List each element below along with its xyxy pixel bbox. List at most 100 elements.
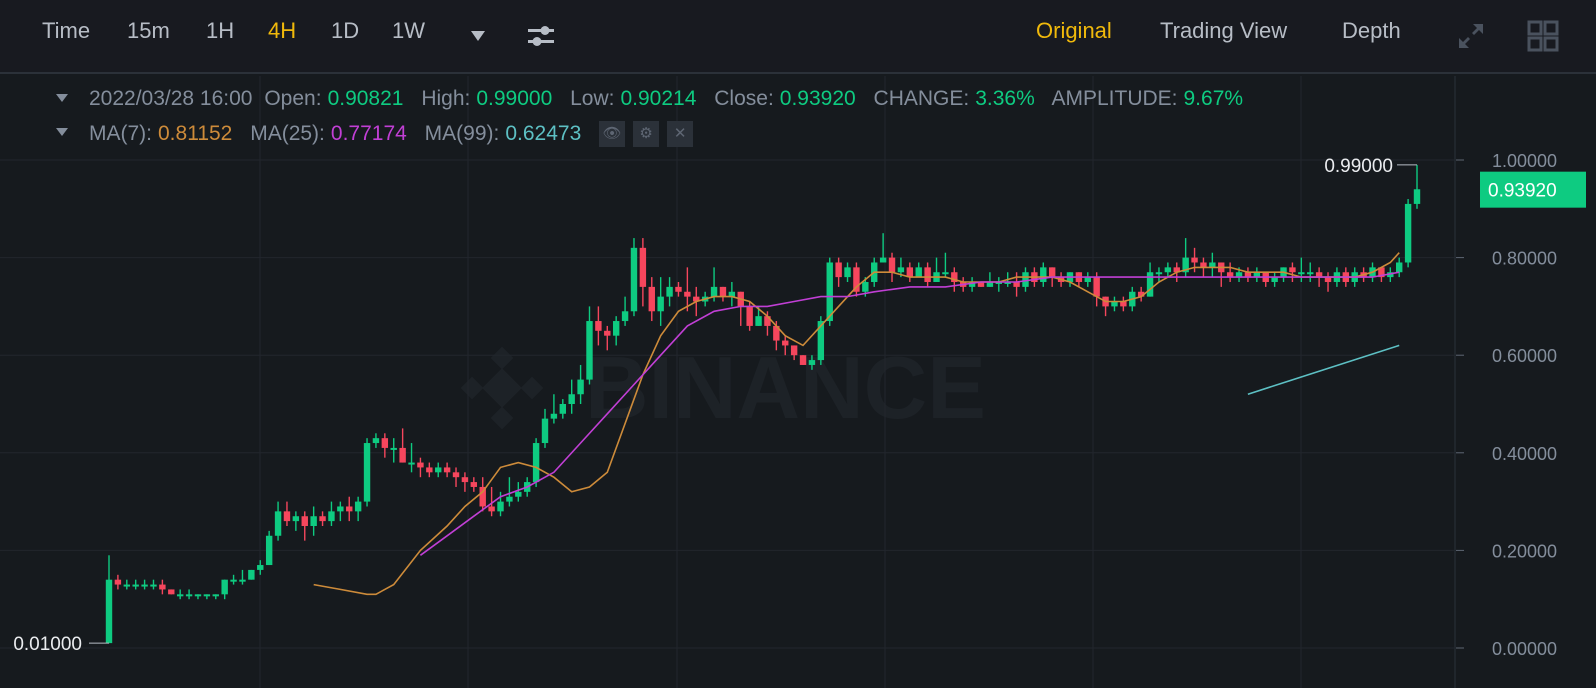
candle-body <box>924 267 931 282</box>
candle-body <box>879 257 887 263</box>
candle-body <box>1093 277 1100 297</box>
candle-body <box>995 282 1002 284</box>
candle-body <box>1048 267 1056 278</box>
grid <box>0 76 1456 688</box>
y-tick-label: 0.60000 <box>1492 346 1557 366</box>
candle-body <box>354 501 362 512</box>
candle-body <box>621 311 629 322</box>
candle-body <box>1173 267 1180 273</box>
candle-body <box>123 584 130 587</box>
candle-body <box>1164 267 1172 273</box>
candle-body <box>595 321 602 331</box>
candle-body <box>301 516 308 526</box>
candle-body <box>337 506 344 512</box>
candle-body <box>710 286 718 297</box>
change-value: 3.36% <box>975 87 1035 110</box>
candle-body <box>541 418 549 444</box>
candle-body <box>1387 272 1394 278</box>
view-trading-view[interactable]: Trading View <box>1160 18 1288 43</box>
candle-body <box>1111 301 1118 307</box>
candle-body <box>1404 203 1412 263</box>
timeframe-time[interactable]: Time <box>42 18 91 43</box>
candle-body <box>826 262 833 322</box>
candle-body <box>1084 277 1091 282</box>
candle-body <box>1378 267 1385 278</box>
low-value: 0.90214 <box>620 87 697 110</box>
view-depth[interactable]: Depth <box>1342 18 1401 43</box>
candle-body <box>1324 277 1332 282</box>
candle-body <box>515 491 522 497</box>
timeframe-4h[interactable]: 4H <box>268 18 297 43</box>
candle-body <box>221 579 228 595</box>
candle-body <box>746 306 753 326</box>
view-original[interactable]: Original <box>1036 18 1112 43</box>
candle-body <box>319 516 326 522</box>
indicator-settings-icon[interactable] <box>526 21 556 51</box>
ma99-value: 0.62473 <box>505 121 582 145</box>
candle-body <box>390 447 397 450</box>
candle-body <box>1137 291 1145 297</box>
low-label: Low: <box>570 87 615 110</box>
candle-body <box>203 594 211 597</box>
more-timeframes-icon[interactable] <box>470 30 486 42</box>
y-tick-label: 0.40000 <box>1492 444 1557 464</box>
candle-body <box>799 355 807 365</box>
candle-body <box>194 594 202 597</box>
candle-body <box>346 506 353 512</box>
close-value: 0.93920 <box>779 87 856 110</box>
candle-body <box>435 467 442 473</box>
candle-body <box>185 594 193 597</box>
candle-body <box>968 282 976 287</box>
candle-body <box>310 516 317 526</box>
candle-body <box>586 321 593 380</box>
ma7-label: MA(7): <box>89 121 152 145</box>
candle-body <box>114 579 122 585</box>
high-label: High: <box>421 87 471 110</box>
collapse-caret-icon[interactable] <box>56 128 68 136</box>
candle-datetime: 2022/03/28 16:00 <box>89 87 253 110</box>
candle-body <box>568 394 575 404</box>
timeframe-1d[interactable]: 1D <box>331 18 360 43</box>
ma25-value: 0.77174 <box>330 121 407 145</box>
candle-body <box>1013 282 1020 287</box>
gear-icon[interactable]: ⚙ <box>633 121 660 147</box>
candle-body <box>488 506 495 512</box>
candle-body <box>1396 262 1403 273</box>
candle-body <box>230 579 237 582</box>
candle-body <box>1200 262 1207 268</box>
timeframe-1h[interactable]: 1H <box>206 18 235 43</box>
eye-icon[interactable]: 👁 <box>599 121 626 147</box>
candle-body <box>159 584 166 590</box>
candle-body <box>719 286 727 297</box>
ma7-value: 0.81152 <box>158 121 233 145</box>
candle-body <box>443 467 451 473</box>
watermark: BINANCE <box>460 338 986 437</box>
candle-body <box>417 462 424 468</box>
layout-grid-icon[interactable] <box>1527 20 1559 52</box>
series: 0.99000 0.01000 <box>13 156 1421 655</box>
candle-body <box>808 360 816 365</box>
y-tick-label: 0.80000 <box>1492 249 1557 269</box>
candle-body <box>176 594 184 597</box>
candle-body <box>105 579 113 644</box>
fullscreen-icon[interactable] <box>1455 20 1487 52</box>
candle-body <box>844 267 851 278</box>
close-icon[interactable]: ✕ <box>667 121 694 147</box>
candle-body <box>1226 272 1234 278</box>
candle-body <box>470 482 478 487</box>
candle-body <box>265 535 273 566</box>
candle-body <box>239 579 246 582</box>
timeframe-15m[interactable]: 15m <box>127 18 170 43</box>
candle-body <box>693 296 700 302</box>
candle-body <box>1040 267 1047 282</box>
candle-body <box>1004 282 1011 284</box>
max-marker-label: 0.99000 <box>1324 156 1393 177</box>
candle-body <box>426 467 433 473</box>
candle-body <box>212 594 219 597</box>
collapse-caret-icon[interactable] <box>56 94 68 102</box>
candle-body <box>835 262 842 278</box>
candle-body <box>461 477 469 483</box>
timeframe-1w[interactable]: 1W <box>392 18 425 43</box>
candle-body <box>853 267 860 292</box>
